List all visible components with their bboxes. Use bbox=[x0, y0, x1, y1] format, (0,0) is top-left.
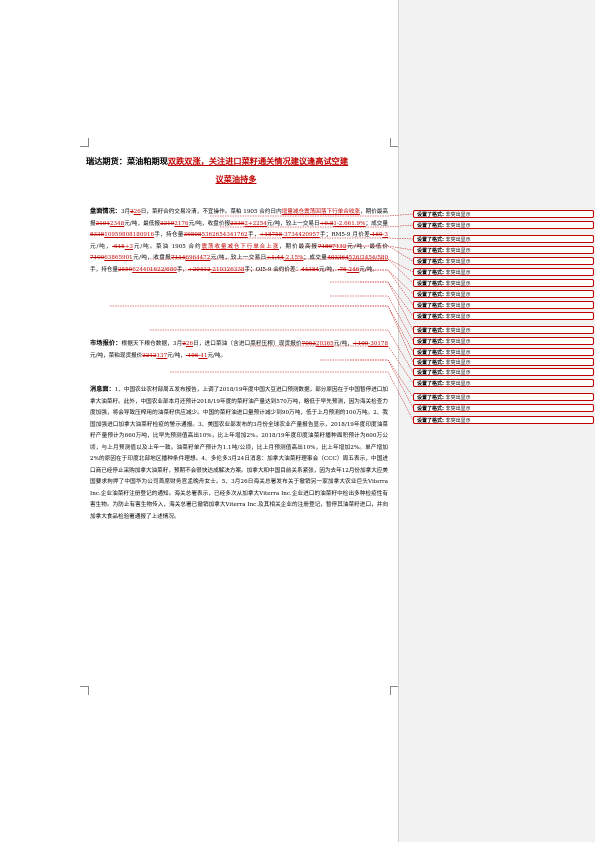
comment-label: 设置了格式: bbox=[417, 328, 445, 334]
comment-label: 设置了格式: bbox=[417, 303, 445, 309]
comment-value: 非突出显示 bbox=[444, 418, 471, 424]
paragraph-news: 消息面：1、中国农业农村部周五发布报告，上调了2018/19年度中国大豆进口预测… bbox=[90, 384, 388, 523]
label-market: 盘面情况： bbox=[90, 208, 121, 215]
comment-value: 非突出显示 bbox=[444, 328, 471, 334]
comment-value: 非突出显示 bbox=[444, 381, 471, 387]
title-line2: 议菜油持多 bbox=[215, 174, 257, 184]
comment-value: 非突出显示 bbox=[444, 248, 471, 254]
comment-label: 设置了格式: bbox=[417, 381, 445, 387]
comment-value: 非突出显示 bbox=[444, 395, 471, 401]
comment-label: 设置了格式: bbox=[417, 360, 445, 366]
comment-value: 非突出显示 bbox=[444, 303, 471, 309]
comment-label: 设置了格式: bbox=[417, 212, 445, 218]
comment-value: 非突出显示 bbox=[444, 350, 471, 356]
paragraph-market-quotes: 市场报价：根据天下粮仓数据，3月226日，进口菜油（含进口菜籽压榨）现货报价70… bbox=[90, 340, 389, 359]
format-comment[interactable]: 设置了格式: 非突出显示 bbox=[413, 337, 594, 345]
news-text: 1、中国农业农村部周五发布报告，上调了2018/19年度中国大豆进口预测数据，部… bbox=[90, 387, 388, 520]
format-comment[interactable]: 设置了格式: 非突出显示 bbox=[413, 221, 594, 229]
comment-label: 设置了格式: bbox=[417, 270, 445, 276]
title-tracked: 双跌双涨，关注进口菜籽通关情况建议逢高试空建 bbox=[167, 156, 349, 166]
comment-label: 设置了格式: bbox=[417, 281, 445, 287]
comment-value: 非突出显示 bbox=[444, 292, 471, 298]
format-comment[interactable]: 设置了格式: 非突出显示 bbox=[413, 290, 594, 298]
format-comment[interactable]: 设置了格式: 非突出显示 bbox=[413, 326, 594, 334]
comment-value: 非突出显示 bbox=[444, 212, 471, 218]
crop-mark-top-right bbox=[390, 138, 399, 147]
crop-mark-bottom-right bbox=[390, 686, 399, 695]
format-comment[interactable]: 设置了格式: 非突出显示 bbox=[413, 348, 594, 356]
comment-value: 非突出显示 bbox=[444, 270, 471, 276]
format-comment[interactable]: 设置了格式: 非突出显示 bbox=[413, 246, 594, 254]
comment-label: 设置了格式: bbox=[417, 350, 445, 356]
comment-label: 设置了格式: bbox=[417, 406, 445, 412]
format-comment[interactable]: 设置了格式: 非突出显示 bbox=[413, 268, 594, 276]
comment-label: 设置了格式: bbox=[417, 370, 445, 376]
comment-label: 设置了格式: bbox=[417, 237, 445, 243]
comment-value: 非突出显示 bbox=[444, 259, 471, 265]
format-comment[interactable]: 设置了格式: 非突出显示 bbox=[413, 358, 594, 366]
crop-mark-top-left bbox=[80, 138, 89, 147]
comment-label: 设置了格式: bbox=[417, 223, 445, 229]
comment-label: 设置了格式: bbox=[417, 314, 445, 320]
comment-value: 非突出显示 bbox=[444, 281, 471, 287]
label-quotes: 市场报价： bbox=[90, 340, 122, 347]
title-prefix: 瑞达期货：菜油粕期现 bbox=[86, 156, 168, 166]
comment-label: 设置了格式: bbox=[417, 395, 445, 401]
format-comment[interactable]: 设置了格式: 非突出显示 bbox=[413, 404, 594, 412]
format-comment[interactable]: 设置了格式: 非突出显示 bbox=[413, 416, 594, 424]
comment-label: 设置了格式: bbox=[417, 259, 445, 265]
comment-value: 非突出显示 bbox=[444, 223, 471, 229]
format-comment[interactable]: 设置了格式: 非突出显示 bbox=[413, 301, 594, 309]
comment-label: 设置了格式: bbox=[417, 292, 445, 298]
comment-value: 非突出显示 bbox=[444, 360, 471, 366]
comment-label: 设置了格式: bbox=[417, 339, 445, 345]
comment-value: 非突出显示 bbox=[444, 370, 471, 376]
format-comment[interactable]: 设置了格式: 非突出显示 bbox=[413, 257, 594, 265]
comment-value: 非突出显示 bbox=[444, 339, 471, 345]
format-comment[interactable]: 设置了格式: 非突出显示 bbox=[413, 393, 594, 401]
paragraph-market-overview: 盘面情况：3月226日，菜籽合约交易冷清，不宜操作。菜粕 1905 合约日内增量… bbox=[90, 208, 388, 273]
format-comment[interactable]: 设置了格式: 非突出显示 bbox=[413, 379, 594, 387]
comment-value: 非突出显示 bbox=[444, 237, 471, 243]
comment-value: 非突出显示 bbox=[444, 406, 471, 412]
comment-value: 非突出显示 bbox=[444, 314, 471, 320]
format-comment[interactable]: 设置了格式: 非突出显示 bbox=[413, 235, 594, 243]
document-title: 瑞达期货：菜油粕期现双跌双涨，关注进口菜籽通关情况建议逢高试空建 议菜油持多 bbox=[86, 155, 386, 185]
comment-label: 设置了格式: bbox=[417, 248, 445, 254]
crop-mark-bottom-left bbox=[80, 686, 89, 695]
comment-label: 设置了格式: bbox=[417, 418, 445, 424]
format-comment[interactable]: 设置了格式: 非突出显示 bbox=[413, 210, 594, 218]
format-comment[interactable]: 设置了格式: 非突出显示 bbox=[413, 368, 594, 376]
format-comment[interactable]: 设置了格式: 非突出显示 bbox=[413, 312, 594, 320]
label-news: 消息面： bbox=[90, 386, 115, 393]
format-comment[interactable]: 设置了格式: 非突出显示 bbox=[413, 279, 594, 287]
